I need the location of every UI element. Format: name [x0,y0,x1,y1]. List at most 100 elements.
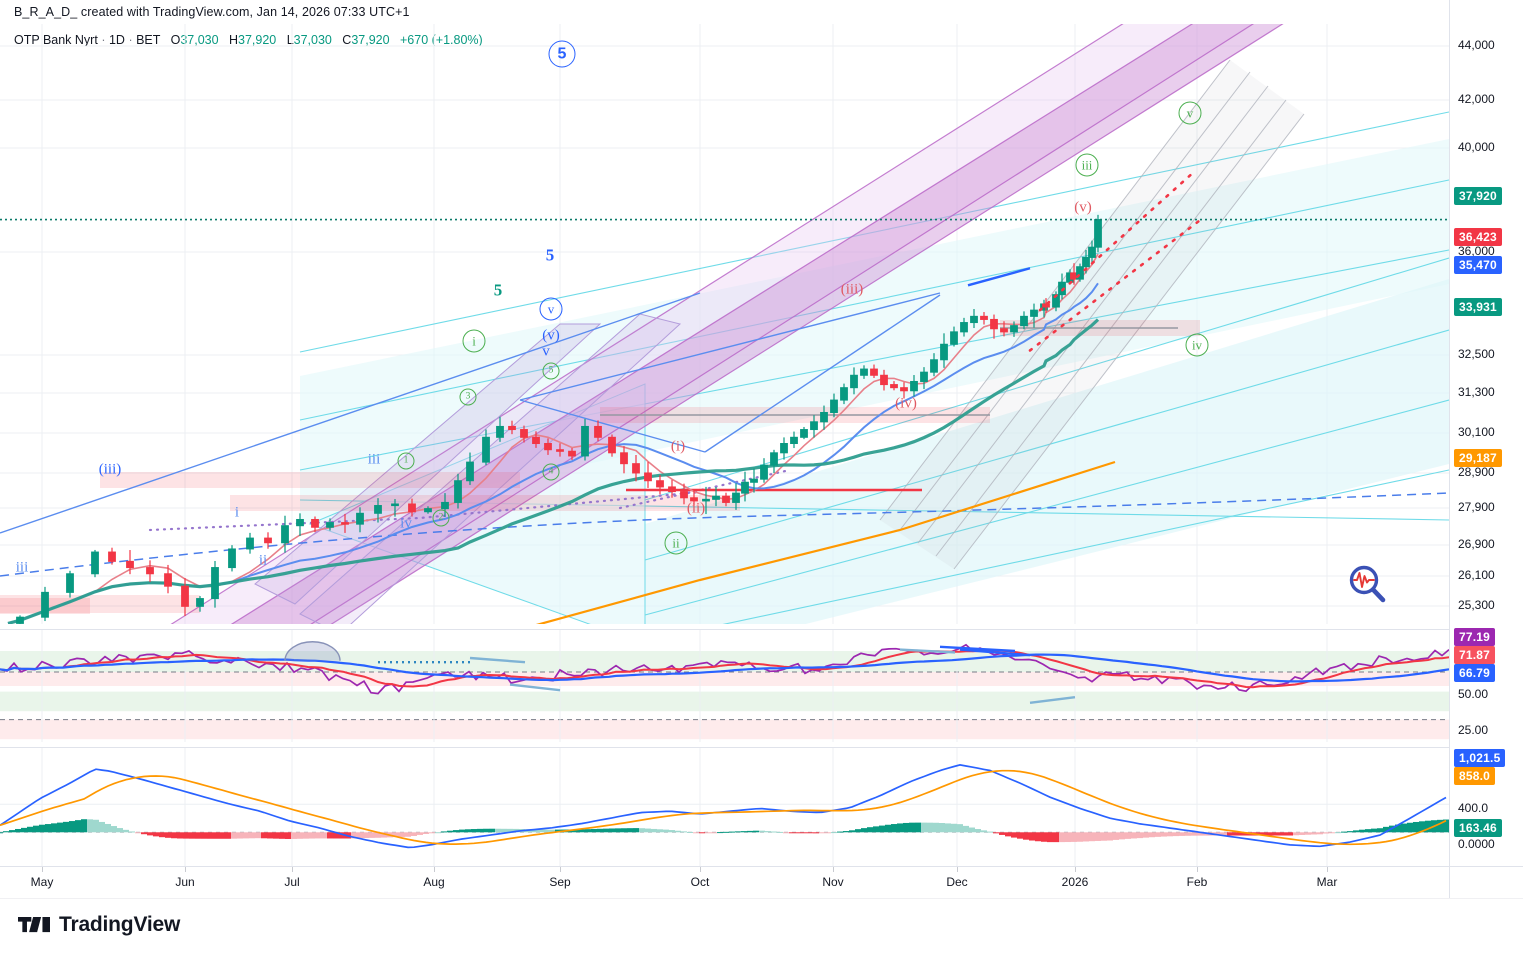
time-tick: Dec [946,875,968,889]
wave-label-ii-paren-red[interactable]: (ii) [686,500,706,517]
legend-exchange: BET [136,33,161,47]
time-tick-mark [434,867,435,872]
time-tick: Nov [822,875,844,889]
time-tick: Oct [690,875,710,889]
time-tick-mark [1075,867,1076,872]
wave-label-iii-blue-left[interactable]: iii [15,559,29,576]
price-tick: 32,500 [1458,347,1495,361]
wave-label-iii-paren-blue[interactable]: (iii) [98,461,122,478]
rsi-plot [0,630,1449,742]
ma2-price-badge[interactable]: 33,931 [1454,298,1502,316]
wave-label-3-circled-green[interactable]: 3 [459,388,477,406]
price-tick: 31,300 [1458,385,1495,399]
legend-change: +670 [399,33,429,47]
price-tick: 25,300 [1458,598,1495,612]
ma3-price-badge[interactable]: 29,187 [1454,449,1502,467]
oscillator-tick: 50.00 [1458,687,1489,701]
rsi-ma2-badge[interactable]: 66.79 [1454,664,1496,682]
legend-high-key: H [229,33,239,47]
price-tick: 30,100 [1458,425,1495,439]
price-tick: 42,000 [1458,92,1495,106]
wave-label-2-circled-green[interactable]: 2 [432,509,450,527]
tradingview-mark-icon [18,917,50,933]
wave-label-5-blue[interactable]: 5 [545,245,555,265]
price-tick: 27,900 [1458,500,1495,514]
oscillator-tick: 25.00 [1458,723,1489,737]
axis-corner [1449,866,1523,899]
time-tick: Jul [284,875,300,889]
price-pane[interactable]: 555vi(v)v534(iii)iii1iv2iiiiii(iv)(i)(ii… [0,24,1449,624]
wave-label-ii-blue[interactable]: ii [258,552,268,569]
rsi-pane[interactable] [0,630,1449,742]
tradingview-wordmark: TradingView [59,913,181,936]
macd-signal-badge[interactable]: 858.0 [1454,767,1496,785]
pane-divider-2 [0,747,1449,748]
wave-label-v-paren-blue[interactable]: (v) [542,327,560,344]
wave-label-i-circled-green[interactable]: i [462,329,486,353]
rsi-value-badge[interactable]: 77.19 [1454,628,1496,646]
price-plot [0,24,1449,624]
resistance-price-badge[interactable]: 36,423 [1454,228,1502,246]
time-axis[interactable]: May Jun Jul Aug Sep Oct Nov Dec 2026 Feb Mar [0,866,1449,899]
macd-hist-badge[interactable]: 163.46 [1454,819,1502,837]
time-tick: Jun [175,875,195,889]
wave-label-v-circled-blue[interactable]: v [539,297,563,321]
credit-line: B_R_A_D_ created with TradingView.com, J… [14,5,410,19]
wave-label-iv-circled-green[interactable]: iv [1185,333,1209,357]
oscillator-tick: 400.0 [1458,801,1489,815]
wave-label-v-circled-green[interactable]: v [1178,101,1202,125]
wave-label-iv-blue-mid[interactable]: iv [400,515,412,532]
wave-label-iii-paren-red[interactable]: (iii) [840,281,864,298]
time-tick: Feb [1186,875,1208,889]
chart-legend: OTP Bank Nyrt · 1D · BET O 37,030 H 37,920… [14,33,483,47]
wave-label-iv-paren-red[interactable]: (iv) [895,395,917,412]
macd-pane[interactable] [0,748,1449,866]
time-tick-mark [292,867,293,872]
time-tick: 2026 [1061,875,1089,889]
wave-label-1-circled-green[interactable]: 1 [397,452,415,470]
price-axis[interactable]: 44,000 42,000 40,000 36,000 32,500 31,300 30,1… [1449,0,1523,866]
last-price-badge[interactable]: 37,920 [1454,187,1502,205]
wave-label-v-blue[interactable]: v [542,343,550,360]
time-tick-mark [700,867,701,872]
tradingview-logo[interactable]: TradingView [18,913,180,937]
time-tick-mark [560,867,561,872]
time-tick-mark [185,867,186,872]
legend-sep-1: · [101,33,106,47]
legend-interval[interactable]: 1D [108,33,125,47]
legend-symbol[interactable]: OTP Bank Nyrt [14,33,98,47]
wave-label-5-circled-blue[interactable]: 5 [548,40,576,68]
wave-label-v-paren-red[interactable]: (v) [1074,199,1092,216]
legend-low-key: L [286,33,294,47]
legend-low-value: 37,030 [293,33,332,47]
price-tick: 44,000 [1458,38,1495,52]
time-tick-mark [1327,867,1328,872]
wave-label-i-blue[interactable]: i [234,504,240,521]
legend-sep-2: · [128,33,133,47]
price-tick: 26,900 [1458,537,1495,551]
time-tick-mark [42,867,43,872]
time-tick-mark [957,867,958,872]
price-tick: 28,900 [1458,465,1495,479]
wave-label-ii-circled-green[interactable]: ii [664,531,688,555]
wave-label-5-circled-green[interactable]: 5 [542,362,560,380]
macd-line-badge[interactable]: 1,021.5 [1454,749,1506,767]
wave-label-4-circled-green[interactable]: 4 [542,463,560,481]
time-tick: Sep [549,875,571,889]
time-tick: Mar [1316,875,1338,889]
wave-label-iii-blue-mid[interactable]: iii [367,451,381,468]
magnifier-pulse-icon[interactable] [1346,563,1390,607]
wave-label-5-green[interactable]: 5 [493,280,503,300]
wave-label-iii-circled-green[interactable]: iii [1075,153,1099,177]
legend-close-key: C [342,33,352,47]
rsi-ma-badge[interactable]: 71.87 [1454,646,1496,664]
time-tick: May [30,875,54,889]
price-tick: 36,000 [1458,244,1495,258]
time-tick-mark [1197,867,1198,872]
legend-open-key: O [170,33,181,47]
legend-close-value: 37,920 [351,33,390,47]
wave-label-i-paren-red[interactable]: (i) [670,438,686,455]
ma-price-badge[interactable]: 35,470 [1454,256,1502,274]
time-tick: Aug [423,875,445,889]
